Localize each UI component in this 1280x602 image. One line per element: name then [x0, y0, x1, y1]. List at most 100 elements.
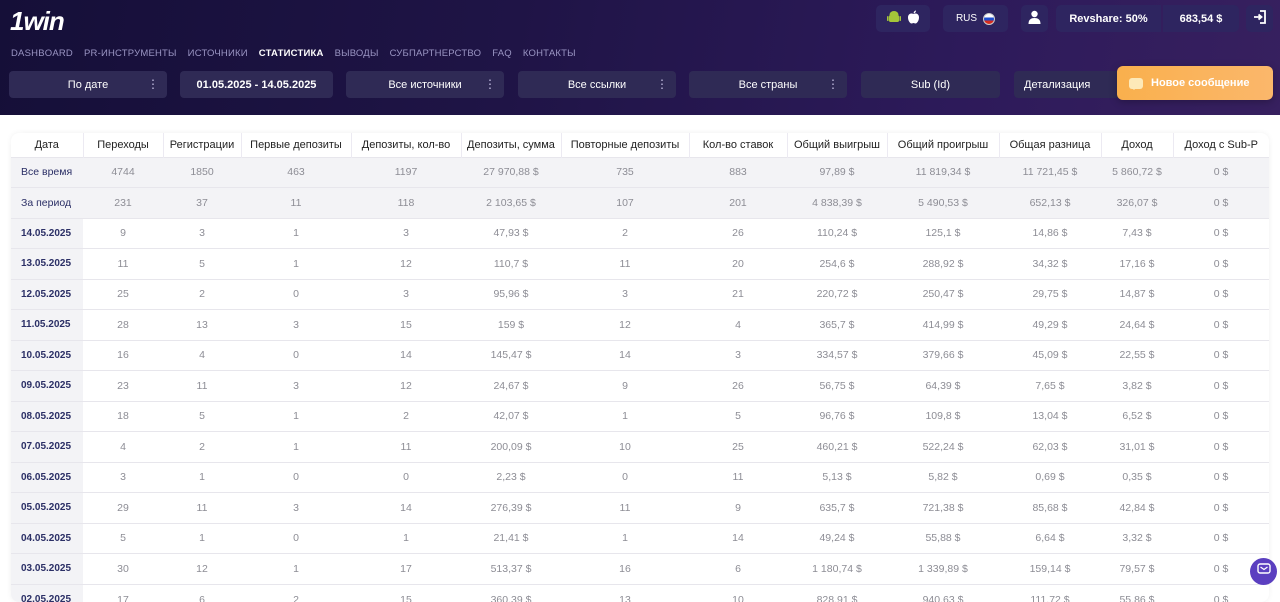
table-cell: 2 — [241, 583, 351, 602]
table-cell: 0 $ — [1173, 339, 1269, 371]
language-label: RUS — [955, 13, 978, 24]
brand-logo[interactable]: 1win — [10, 6, 65, 36]
table-cell: 21 — [689, 278, 787, 310]
sources-value: Все источники — [388, 78, 462, 91]
table-cell: 635,7 $ — [787, 492, 887, 523]
table-cell: 326,07 $ — [1101, 187, 1173, 218]
table-cell: 12 — [561, 309, 689, 340]
new-message-toast[interactable]: Новое сообщение — [1117, 66, 1273, 100]
balance-badge[interactable]: 683,54 $ — [1163, 5, 1239, 32]
table-cell: 0,69 $ — [999, 461, 1101, 493]
table-cell: 5,13 $ — [787, 461, 887, 493]
revshare-badge[interactable]: Revshare: 50% — [1056, 5, 1161, 32]
column-header[interactable]: Повторные депозиты — [561, 133, 690, 157]
table-cell: 16 — [83, 339, 163, 371]
android-icon[interactable] — [886, 10, 901, 27]
column-header[interactable]: Общая разница — [999, 133, 1102, 157]
nav-pr-tools[interactable]: PR-ИНСТРУМЕНТЫ — [83, 48, 177, 59]
table-cell: 26 — [689, 217, 787, 249]
date-range-picker[interactable]: 01.05.2025 - 14.05.2025 — [180, 71, 333, 98]
nav-contacts[interactable]: КОНТАКТЫ — [522, 48, 576, 59]
chat-icon — [1256, 562, 1271, 581]
chat-support-button[interactable] — [1250, 558, 1277, 585]
table-cell: 360,39 $ — [461, 583, 561, 602]
column-header[interactable]: Первые депозиты — [241, 133, 352, 157]
column-header[interactable]: Переходы — [83, 133, 164, 157]
table-cell: 96,76 $ — [787, 400, 887, 432]
table-cell: 11 — [163, 370, 241, 401]
table-header-row: Дата Переходы Регистрации Первые депозиты Де… — [11, 133, 1269, 157]
nav-faq[interactable]: FAQ — [492, 48, 512, 59]
table-cell: 110,24 $ — [787, 217, 887, 249]
table-cell: 145,47 $ — [461, 339, 561, 371]
table-cell: 45,09 $ — [999, 339, 1101, 371]
countries-dropdown[interactable]: Все страны ⋮ — [689, 71, 847, 98]
group-by-value: По дате — [67, 78, 109, 91]
table-cell: 5,82 $ — [887, 461, 999, 493]
column-header[interactable]: Общий проигрыш — [887, 133, 1000, 157]
column-header[interactable]: Регистрации — [163, 133, 242, 157]
table-cell: 29 — [83, 492, 163, 523]
toast-label: Новое сообщение — [1151, 77, 1250, 89]
table-cell: 5 — [83, 522, 163, 554]
table-cell: 17,16 $ — [1101, 248, 1173, 279]
table-cell: 11 721,45 $ — [999, 156, 1101, 188]
table-cell: 365,7 $ — [787, 309, 887, 340]
table-cell: 31,01 $ — [1101, 431, 1173, 462]
logout-button[interactable] — [1246, 5, 1273, 32]
nav-dashboard[interactable]: DASHBOARD — [11, 48, 73, 59]
apple-icon[interactable] — [907, 10, 920, 27]
logout-icon — [1253, 10, 1267, 27]
links-dropdown[interactable]: Все ссылки ⋮ — [518, 71, 676, 98]
table-cell: 20 — [689, 248, 787, 279]
table-cell: 110,7 $ — [461, 248, 561, 279]
table-cell: 11 — [561, 248, 689, 279]
table-cell: 107 — [561, 187, 689, 218]
table-cell: 18 — [83, 400, 163, 432]
column-header[interactable]: Доход — [1101, 133, 1174, 157]
column-header[interactable]: Дата — [11, 133, 84, 157]
table-cell: 2 — [163, 278, 241, 310]
table-cell: 2,23 $ — [461, 461, 561, 493]
table-cell: 118 — [351, 187, 461, 218]
table-cell: 1 — [241, 553, 351, 584]
table-cell: 42,84 $ — [1101, 492, 1173, 523]
table-cell: 109,8 $ — [887, 400, 999, 432]
table-cell: 4 838,39 $ — [787, 187, 887, 218]
table-cell: 12 — [163, 553, 241, 584]
table-cell: 5 — [163, 248, 241, 279]
table-cell: 29,75 $ — [999, 278, 1101, 310]
nav-subpartnership[interactable]: СУБПАРТНЕРСТВО — [389, 48, 482, 59]
apps-download[interactable] — [876, 5, 930, 32]
table-cell: 12 — [351, 248, 461, 279]
table-row: 07.05.2025 4 2 1 11 200,09 $10 25 460,21 $522,2… — [11, 431, 1269, 462]
nav-withdrawals[interactable]: ВЫВОДЫ — [334, 48, 379, 59]
table-cell: 159,14 $ — [999, 553, 1101, 584]
table-cell: 111,72 $ — [999, 583, 1101, 602]
sources-dropdown[interactable]: Все источники ⋮ — [346, 71, 504, 98]
table-cell: 254,6 $ — [787, 248, 887, 279]
more-dots-icon: ⋮ — [147, 77, 159, 91]
nav-sources[interactable]: ИСТОЧНИКИ — [187, 48, 248, 59]
table-cell: 49,24 $ — [787, 522, 887, 554]
column-header[interactable]: Кол-во ставок — [689, 133, 788, 157]
table-cell: 15 — [351, 309, 461, 340]
row-label: 07.05.2025 — [11, 431, 83, 462]
column-header[interactable]: Доход с Sub-P — [1184, 138, 1258, 151]
statistics-table: Дата Переходы Регистрации Первые депозиты Де… — [11, 133, 1269, 602]
nav-statistics[interactable]: СТАТИСТИКА — [258, 48, 324, 59]
column-header[interactable]: Депозиты, кол-во — [351, 133, 462, 157]
column-header[interactable]: Общий выигрыш — [787, 133, 888, 157]
profile-button[interactable] — [1021, 5, 1048, 32]
table-cell: 5 — [163, 400, 241, 432]
detail-value: Детализация — [1024, 78, 1091, 91]
language-selector[interactable]: RUS — [943, 5, 1008, 32]
sub-id-dropdown[interactable]: Sub (Id) — [861, 71, 1000, 98]
table-cell: 334,57 $ — [787, 339, 887, 371]
table-cell: 14 — [689, 522, 787, 554]
column-header[interactable]: Депозиты, сумма — [461, 133, 562, 157]
main-nav: DASHBOARD PR-ИНСТРУМЕНТЫ ИСТОЧНИКИ СТАТИ… — [11, 48, 576, 59]
group-by-dropdown[interactable]: По дате ⋮ — [9, 71, 167, 98]
table-cell: 159 $ — [461, 309, 561, 340]
table-row: 11.05.2025 28 13 3 15 159 $12 4 365,7 $414,99 $… — [11, 309, 1269, 340]
